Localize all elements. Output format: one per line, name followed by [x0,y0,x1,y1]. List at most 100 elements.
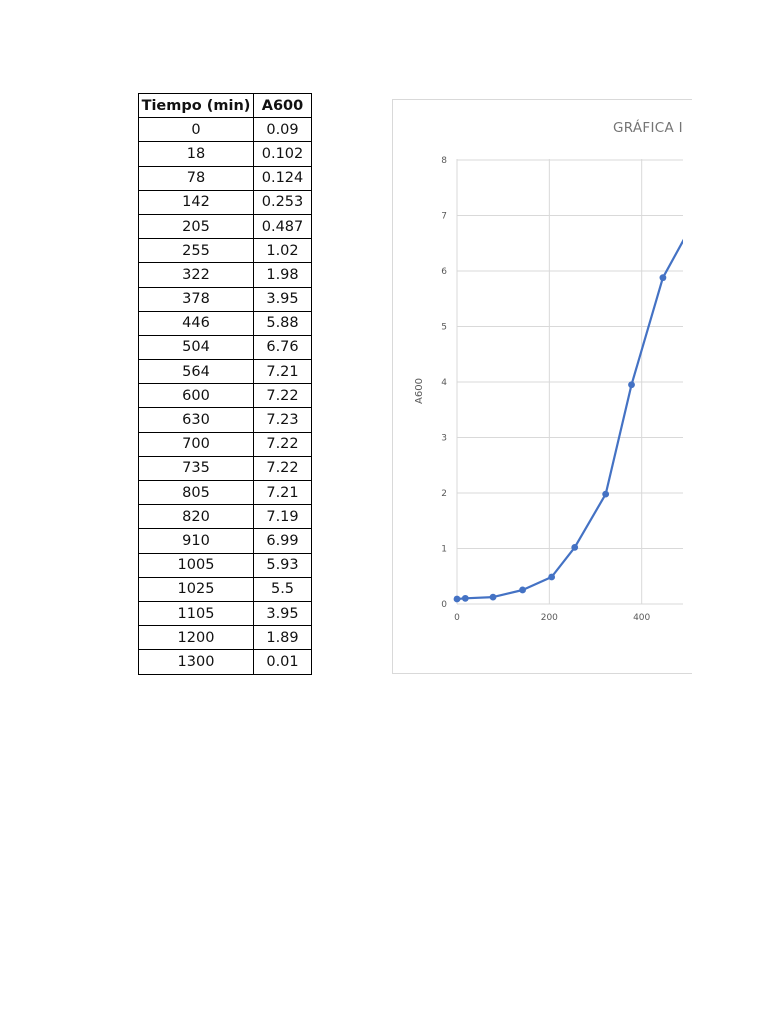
data-point [571,543,579,551]
x-tick-label: 400 [633,613,650,623]
cell-a600: 7.21 [253,479,312,506]
cell-tiempo: 805 [138,479,254,506]
table-row: 504 6.76 [138,334,312,361]
cell-tiempo: 564 [138,359,254,385]
y-tick-label: 6 [441,267,447,277]
table-row: 735 7.22 [138,455,312,482]
table-row: 1025 5.5 [138,576,312,602]
y-tick-label: 7 [441,212,447,222]
data-point [461,594,469,602]
data-point [602,490,610,498]
cell-a600: 7.21 [253,359,312,385]
table-row: 910 6.99 [138,528,312,554]
table-row: 446 5.88 [138,310,312,336]
cell-a600: 1.89 [253,625,312,651]
data-point [659,274,667,282]
cell-tiempo: 1025 [138,576,254,602]
cell-tiempo: 504 [138,334,254,361]
y-tick-label: 1 [441,545,447,555]
table-header-row: Tiempo (min) A600 [138,92,312,119]
cell-tiempo: 820 [138,504,254,530]
table-row: 322 1.98 [138,262,312,288]
cell-a600: 3.95 [253,600,312,627]
cell-a600: 5.93 [253,552,312,578]
table-row: 78 0.124 [138,165,312,191]
chart-title: GRÁFICA I [613,119,683,136]
data-point [548,573,556,581]
chart-area: 0 1 2 3 4 5 6 7 8 0 200 400 GRÁFICA I A600 [392,99,683,674]
cell-tiempo: 600 [138,383,254,409]
cell-tiempo: 735 [138,455,254,482]
y-tick-label: 2 [441,489,447,499]
cell-a600: 0.124 [253,165,312,191]
cell-tiempo: 910 [138,528,254,554]
data-point [628,381,635,389]
y-tick-label: 4 [441,378,447,388]
cell-tiempo: 1005 [138,552,254,578]
data-point [489,593,497,601]
table-row: 600 7.22 [138,383,312,409]
table-row: 805 7.21 [138,479,312,506]
cell-a600: 5.88 [253,310,312,336]
data-point [519,586,526,594]
cell-a600: 7.19 [253,504,312,530]
cell-a600: 5.5 [253,576,312,602]
x-tick-label: 200 [541,613,558,623]
cell-a600: 1.98 [253,262,312,288]
cell-a600: 0.102 [253,141,312,167]
table-row: 1005 5.93 [138,552,312,578]
table-row: 205 0.487 [138,213,312,240]
table-row: 1200 1.89 [138,625,312,651]
cell-tiempo: 378 [138,286,254,312]
table-body: 0 0.09 18 0.102 78 0.124 142 0.253 205 0.487 255 1.… [138,117,312,675]
y-tick-label: 8 [441,156,447,166]
cell-tiempo: 446 [138,310,254,336]
table-row: 820 7.19 [138,504,312,530]
cell-a600: 0.253 [253,189,312,215]
data-point [453,595,461,603]
cell-a600: 7.22 [253,455,312,482]
data-table: Tiempo (min) A600 0 0.09 18 0.102 78 0.124 142… [138,92,312,675]
x-tick-label: 0 [454,613,460,623]
table-row: 142 0.253 [138,189,312,215]
table-row: 0 0.09 [138,117,312,143]
table-row: 564 7.21 [138,359,312,385]
table-row: 1300 0.01 [138,649,312,675]
cell-a600: 6.99 [253,528,312,554]
cell-a600: 0.487 [253,213,312,240]
y-axis-label: A600 [414,378,425,404]
table-row: 630 7.23 [138,407,312,433]
cell-a600: 7.22 [253,383,312,409]
column-header-tiempo: Tiempo (min) [138,92,254,119]
cell-a600: 0.01 [253,649,312,675]
cell-tiempo: 1105 [138,600,254,627]
cell-a600: 1.02 [253,238,312,264]
cell-tiempo: 700 [138,431,254,457]
cell-tiempo: 1300 [138,649,254,675]
table-row: 700 7.22 [138,431,312,457]
cell-a600: 7.23 [253,407,312,433]
cell-tiempo: 78 [138,165,254,191]
cell-tiempo: 630 [138,407,254,433]
table-row: 255 1.02 [138,238,312,264]
cell-tiempo: 322 [138,262,254,288]
table-row: 1105 3.95 [138,600,312,627]
table-row: 18 0.102 [138,141,312,167]
series-line [456,238,683,601]
y-tick-label: 0 [441,600,447,610]
cell-tiempo: 0 [138,117,254,143]
cell-a600: 0.09 [253,117,312,143]
cell-a600: 7.22 [253,431,312,457]
cell-tiempo: 1200 [138,625,254,651]
chart-svg: 0 1 2 3 4 5 6 7 8 0 200 400 GRÁFICA I A600 [414,119,683,623]
cell-tiempo: 142 [138,189,254,215]
chart-border [392,99,692,674]
y-tick-label: 5 [441,323,447,333]
cell-tiempo: 255 [138,238,254,264]
column-header-a600: A600 [253,92,312,119]
table-row: 378 3.95 [138,286,312,312]
cell-tiempo: 18 [138,141,254,167]
cell-tiempo: 205 [138,213,254,240]
cell-a600: 6.76 [253,334,312,361]
y-tick-label: 3 [441,434,447,444]
